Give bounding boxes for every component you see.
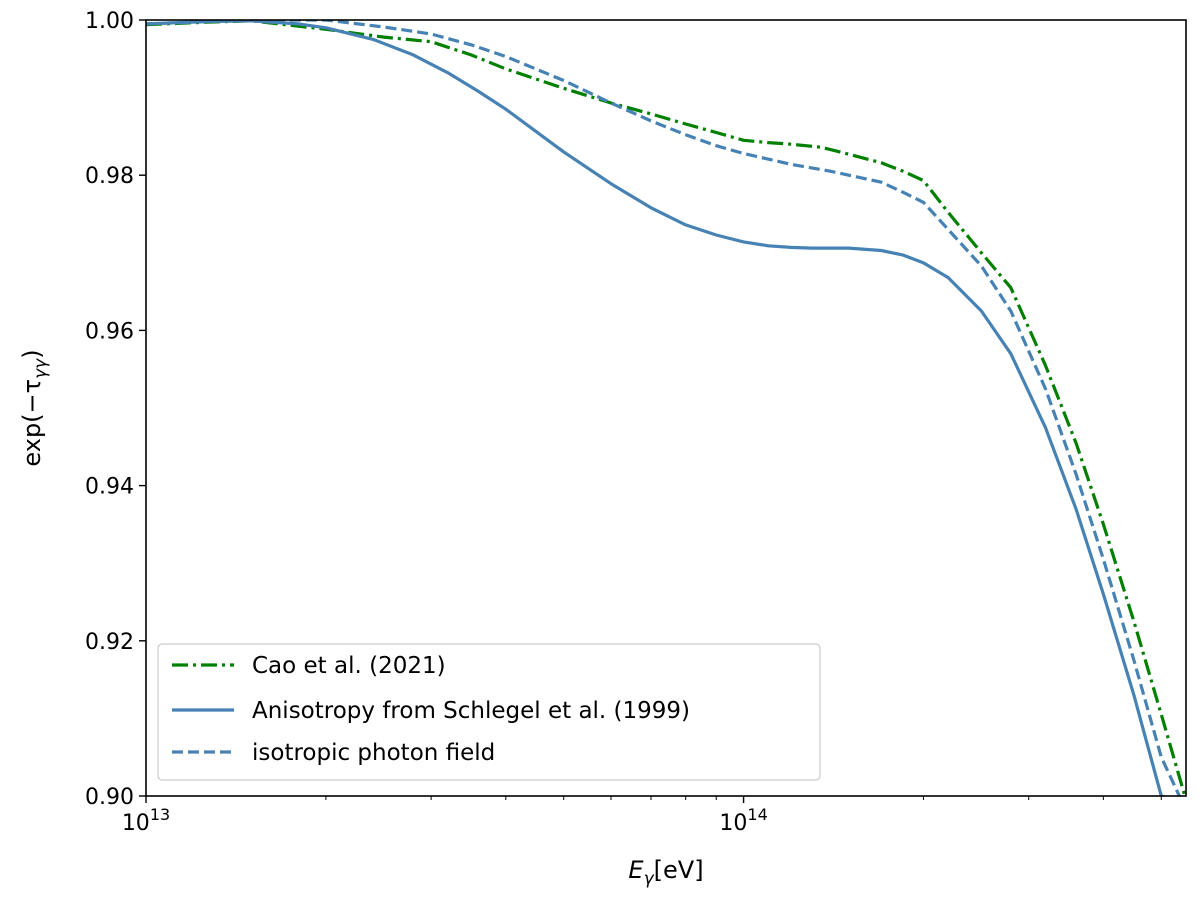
legend-label-anisotropy: Anisotropy from Schlegel et al. (1999) <box>252 698 690 724</box>
y-axis-label: exp(−τγγ) <box>18 349 51 466</box>
y-label-suffix: ) <box>18 349 46 358</box>
legend: Cao et al. (2021) Anisotropy from Schleg… <box>157 643 821 781</box>
x-label-base: E <box>628 856 644 884</box>
y-label-prefix: exp(−τ <box>18 379 46 467</box>
series-line-1 <box>146 20 1168 796</box>
x-tick-label-1: 1014 <box>719 805 767 836</box>
x-axis-label: Eγ[eV] <box>628 856 703 889</box>
y-tick-label-3: 0.96 <box>85 319 134 344</box>
ticks-layer: 0.90 0.92 0.94 0.96 0.98 1.00 1013 1014 <box>85 9 1162 836</box>
legend-label-isotropic: isotropic photon field <box>252 740 495 766</box>
legend-box <box>157 643 821 781</box>
x-label-sub: γ <box>644 869 655 889</box>
series-line-2 <box>146 20 1182 796</box>
x-label-unit: [eV] <box>654 856 704 884</box>
y-tick-label-4: 0.98 <box>85 164 134 189</box>
legend-label-cao: Cao et al. (2021) <box>252 653 446 679</box>
series-line-0 <box>146 20 1186 796</box>
y-tick-label-0: 0.90 <box>85 785 134 810</box>
y-tick-label-5: 1.00 <box>85 9 134 34</box>
plot-frame <box>145 19 1187 797</box>
x-tick-label-0: 1013 <box>122 805 170 836</box>
series-layer <box>146 20 1186 796</box>
y-label-sub: γγ <box>31 358 51 379</box>
y-tick-label-1: 0.92 <box>85 630 134 655</box>
y-tick-label-2: 0.94 <box>85 475 134 500</box>
